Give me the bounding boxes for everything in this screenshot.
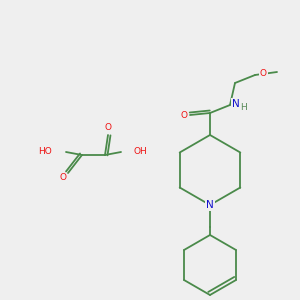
Text: H: H [240,103,247,112]
Text: HO: HO [38,148,52,157]
Text: O: O [260,68,267,77]
Text: O: O [181,110,188,119]
Text: O: O [59,173,67,182]
Text: OH: OH [133,148,147,157]
Text: O: O [104,124,112,133]
Text: N: N [206,200,214,210]
Text: N: N [232,99,240,109]
